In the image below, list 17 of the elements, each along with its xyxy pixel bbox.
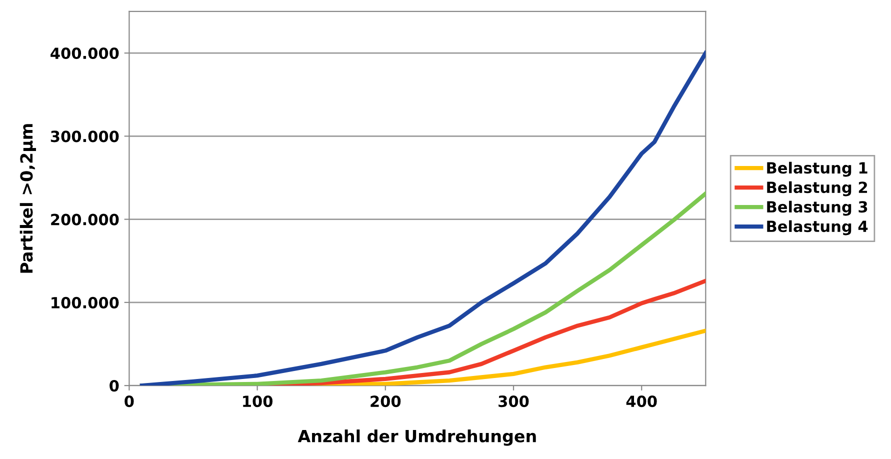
x-axis-title: Anzahl der Umdrehungen [298, 430, 536, 446]
x-tick-label: 200 [370, 396, 401, 408]
y-tick-label: 0 [110, 380, 119, 392]
x-tick-label: 100 [243, 396, 273, 408]
y-tick-label: 300.000 [50, 130, 119, 142]
y-tick-label: 100.000 [52, 296, 119, 308]
x-tick-label: 0 [124, 396, 134, 408]
line-series [140, 50, 706, 386]
legend-label: Belastung 2 [767, 181, 868, 196]
legend-label: Belastung 1 [767, 162, 868, 177]
y-tick-label: 400.000 [50, 48, 119, 60]
y-tick-label: 200.000 [51, 214, 119, 226]
y-axis-title: Partikel >0,2µm [20, 124, 36, 273]
x-tick-label: 400 [626, 396, 657, 408]
x-tick-label: 300 [498, 396, 529, 408]
legend-label: Belastung 3 [767, 200, 868, 216]
legend-label: Belastung 4 [767, 220, 868, 236]
